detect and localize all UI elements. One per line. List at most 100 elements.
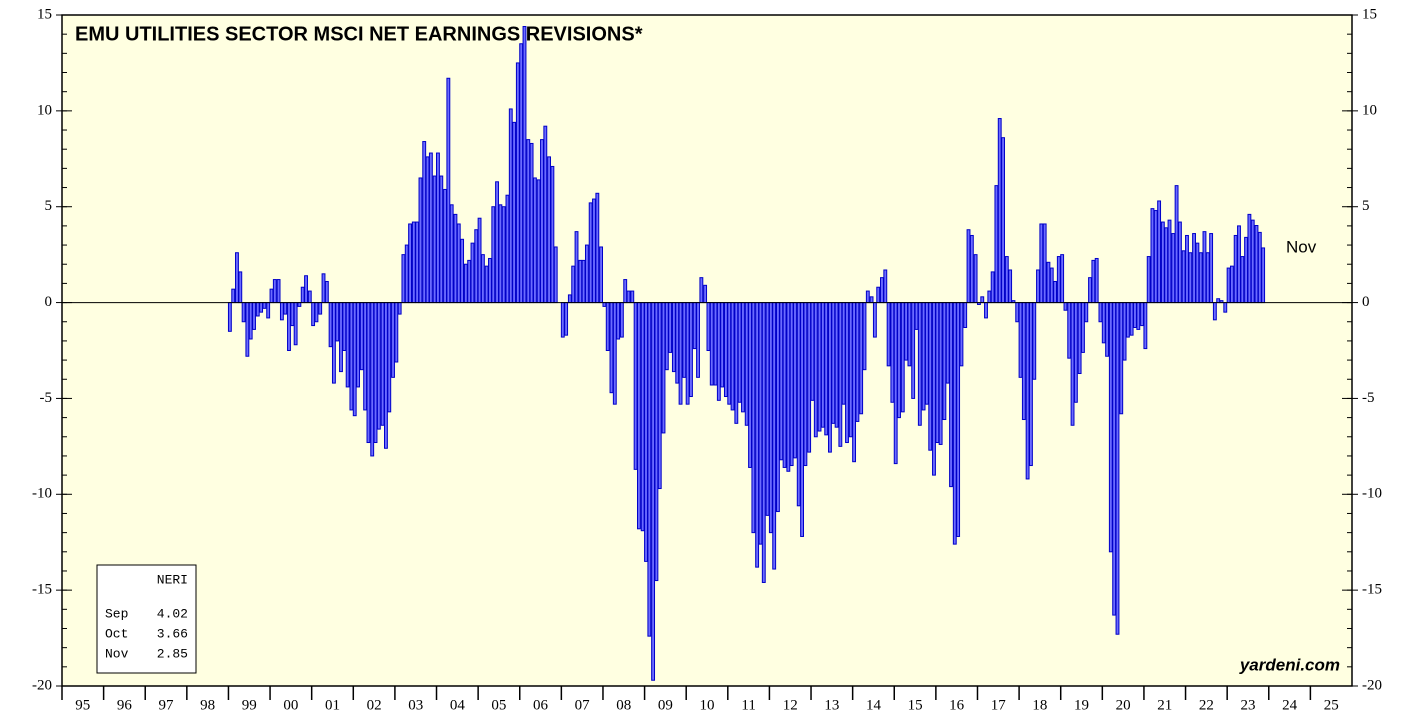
bar bbox=[1129, 302, 1134, 336]
bar bbox=[262, 302, 267, 309]
bar bbox=[397, 302, 402, 315]
bar bbox=[765, 302, 770, 516]
bar bbox=[1174, 185, 1179, 304]
bar bbox=[501, 206, 506, 304]
bar bbox=[304, 275, 308, 304]
bar bbox=[848, 302, 853, 438]
bar bbox=[439, 175, 444, 304]
bar bbox=[637, 302, 641, 530]
bar bbox=[1198, 252, 1203, 304]
bar bbox=[456, 223, 461, 304]
bar bbox=[602, 302, 607, 307]
legend-month: Oct bbox=[105, 626, 128, 641]
y-tick-label: -10 bbox=[32, 486, 52, 502]
bar bbox=[723, 302, 728, 398]
bar bbox=[495, 181, 499, 304]
bar bbox=[990, 271, 995, 304]
bar bbox=[564, 302, 569, 336]
bar bbox=[300, 286, 305, 304]
bar bbox=[675, 302, 680, 384]
bar bbox=[505, 194, 510, 304]
x-tick-label: 21 bbox=[1157, 697, 1172, 713]
x-tick-label: 97 bbox=[159, 697, 175, 713]
bar bbox=[384, 302, 388, 449]
bar bbox=[422, 141, 427, 304]
bar bbox=[1108, 302, 1113, 553]
bar bbox=[852, 302, 857, 463]
bar bbox=[1237, 225, 1241, 304]
bar bbox=[1261, 247, 1266, 304]
bar bbox=[536, 179, 541, 304]
bar bbox=[817, 302, 822, 432]
bar bbox=[633, 302, 638, 470]
bar bbox=[1067, 302, 1072, 359]
bar bbox=[287, 302, 291, 352]
x-tick-label: 00 bbox=[283, 697, 298, 713]
bar bbox=[883, 269, 888, 304]
bar bbox=[1146, 256, 1151, 304]
y-tick-label: -20 bbox=[32, 677, 52, 693]
bar bbox=[761, 302, 766, 583]
bar bbox=[696, 302, 700, 378]
bar bbox=[689, 302, 693, 398]
bar bbox=[1229, 265, 1234, 304]
bar bbox=[626, 290, 631, 304]
bar bbox=[259, 302, 264, 313]
bar bbox=[339, 302, 343, 373]
bar bbox=[1077, 302, 1082, 375]
bar bbox=[453, 213, 458, 304]
bar bbox=[460, 238, 465, 304]
bar bbox=[994, 185, 999, 304]
y-tick-label: 15 bbox=[1362, 6, 1377, 22]
bar bbox=[917, 302, 922, 426]
bar bbox=[592, 198, 596, 304]
bar bbox=[644, 302, 648, 562]
bar bbox=[616, 302, 621, 340]
x-tick-label: 05 bbox=[491, 697, 506, 713]
bar bbox=[266, 302, 271, 319]
bar bbox=[1185, 234, 1189, 304]
bar bbox=[293, 302, 298, 346]
bar bbox=[942, 302, 947, 421]
bar bbox=[1257, 231, 1262, 304]
bar bbox=[1143, 302, 1148, 350]
bar bbox=[432, 175, 437, 304]
bar bbox=[859, 302, 864, 415]
bar bbox=[984, 302, 988, 319]
bar bbox=[855, 302, 860, 422]
bar bbox=[741, 302, 745, 413]
bar bbox=[959, 302, 964, 367]
bar bbox=[1164, 227, 1169, 304]
bar bbox=[963, 302, 968, 328]
y-tick-label: -10 bbox=[1362, 486, 1382, 502]
bar bbox=[498, 204, 503, 304]
y-tick-label: 0 bbox=[45, 294, 53, 310]
bar bbox=[668, 302, 673, 353]
bar bbox=[387, 302, 392, 413]
y-tick-label: 5 bbox=[1362, 198, 1370, 214]
bar bbox=[335, 302, 340, 342]
bar bbox=[640, 302, 645, 532]
x-tick-label: 15 bbox=[908, 697, 923, 713]
bar bbox=[1101, 302, 1106, 344]
source: yardeni.com bbox=[1239, 655, 1340, 674]
bar bbox=[1039, 223, 1044, 304]
legend-month: Nov bbox=[105, 646, 129, 661]
bar bbox=[834, 302, 839, 428]
bar bbox=[911, 302, 916, 399]
bar bbox=[1053, 280, 1058, 304]
bar bbox=[831, 302, 836, 424]
bar bbox=[945, 302, 950, 384]
bar bbox=[394, 302, 399, 363]
bar bbox=[1091, 259, 1096, 304]
bar bbox=[623, 279, 628, 304]
bar bbox=[810, 302, 815, 401]
bar bbox=[467, 259, 472, 304]
bar bbox=[547, 156, 551, 304]
bar bbox=[869, 296, 874, 304]
bar bbox=[363, 302, 368, 411]
bar bbox=[443, 188, 447, 304]
bar bbox=[1049, 267, 1054, 304]
bar bbox=[1181, 250, 1186, 304]
